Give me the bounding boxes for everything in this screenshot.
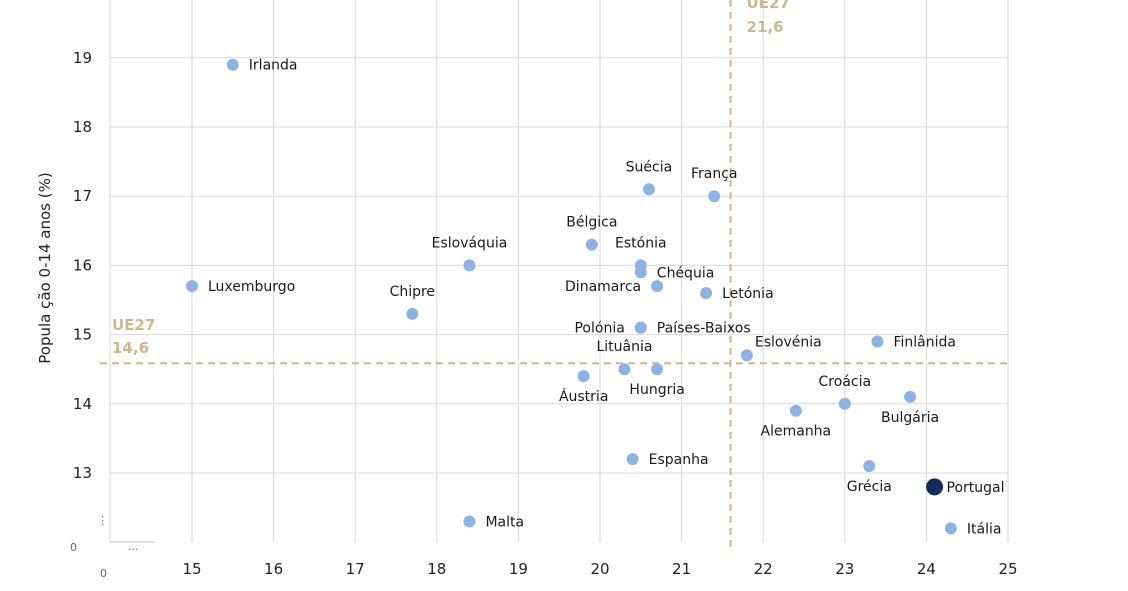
x-tick-label: 17	[346, 560, 365, 578]
point-label-alemanha: Alemanha	[761, 424, 832, 440]
y-tick-label: 13	[73, 464, 92, 482]
point-label-irlanda: Irlanda	[249, 58, 298, 74]
point-label-lituania: Lituânia	[596, 339, 652, 355]
stray-vertical-ellipsis: ⋮	[97, 514, 108, 527]
point-label-finlanida: Finlânida	[893, 335, 956, 351]
point-eslovaquia	[463, 259, 476, 272]
x-tick-label: 23	[835, 560, 854, 578]
stray-zero-left: 0	[70, 541, 77, 554]
point-franca	[708, 190, 721, 203]
reference-value-y: 14,6	[112, 339, 149, 357]
x-tick-label: 22	[754, 560, 773, 578]
point-letonia	[700, 287, 713, 300]
point-croacia	[838, 397, 851, 410]
point-alemanha	[789, 404, 802, 417]
point-finlanida	[871, 335, 884, 348]
x-tick-label: 21	[672, 560, 691, 578]
y-tick-label: 19	[73, 49, 92, 67]
grid-lines	[109, 0, 1009, 543]
point-label-eslovaquia: Eslováquia	[432, 235, 508, 251]
point-chequia	[634, 266, 647, 279]
point-portugal	[926, 478, 944, 496]
y-tick-label: 17	[73, 187, 92, 205]
reference-lines	[100, 0, 1008, 552]
reference-labels: UE27 21,6 UE27 14,6	[112, 0, 790, 357]
point-belgica	[585, 238, 598, 251]
point-irlanda	[226, 58, 239, 71]
point-italia	[944, 522, 957, 535]
point-paises-baixos	[634, 321, 647, 334]
x-tick-label: 15	[182, 560, 201, 578]
reference-label-x: UE27	[747, 0, 790, 12]
point-label-malta: Malta	[485, 514, 524, 530]
point-label-dinamarca: Dinamarca	[565, 279, 641, 295]
point-lituania	[618, 363, 631, 376]
point-label-grecia: Grécia	[847, 479, 892, 495]
point-label-eslovenia: Eslovénia	[755, 334, 822, 350]
point-label-croacia: Croácia	[819, 374, 872, 390]
point-label-austria: Áustria	[559, 388, 608, 405]
point-bulgaria	[904, 390, 917, 403]
point-label-chipre: Chipre	[390, 284, 436, 300]
data-points	[186, 58, 957, 535]
stray-zero-bottom: 0	[100, 567, 107, 580]
point-label-chequia: Chéquia	[657, 265, 715, 281]
stray-ellipsis: ...	[128, 540, 139, 553]
reference-label-y: UE27	[112, 316, 155, 334]
point-label-hungria: Hungria	[629, 382, 684, 398]
point-label-espanha: Espanha	[649, 452, 709, 468]
point-chipre	[406, 307, 419, 320]
point-label-portugal: Portugal	[947, 480, 1005, 496]
point-espanha	[626, 453, 639, 466]
point-label-luxemburgo: Luxemburgo	[208, 279, 295, 295]
x-tick-label: 18	[427, 560, 446, 578]
point-label-italia: Itália	[967, 521, 1002, 537]
point-austria	[577, 370, 590, 383]
point-label-estonia: Estónia	[615, 235, 667, 251]
point-hungria	[651, 363, 664, 376]
point-suecia	[642, 183, 655, 196]
point-label-belgica: Bélgica	[566, 215, 617, 231]
point-malta	[463, 515, 476, 528]
point-labels: Irlanda Luxemburgo Chipre Eslováquia Malta Bé…	[208, 58, 1005, 538]
y-tick-label: 14	[73, 395, 92, 413]
point-label-franca: França	[691, 166, 738, 182]
y-tick-label: 18	[73, 118, 92, 136]
x-tick-label: 16	[264, 560, 283, 578]
point-eslovenia	[740, 349, 753, 362]
point-label-paises-baixos: Países-Baixos	[657, 321, 751, 337]
point-label-letonia: Letónia	[722, 286, 774, 302]
point-luxemburgo	[186, 280, 198, 293]
x-tick-label: 20	[590, 560, 609, 578]
x-tick-label: 25	[998, 560, 1017, 578]
axis-ticks: 15 16 17 18 19 20 21 22 23 24 25 13 14 15 16 17 18 19	[73, 49, 1018, 578]
x-tick-label: 24	[917, 560, 936, 578]
reference-value-x: 21,6	[747, 18, 784, 36]
x-tick-label: 19	[509, 560, 528, 578]
point-dinamarca	[651, 280, 664, 293]
point-label-polonia: Polónia	[574, 321, 624, 337]
y-tick-label: 15	[73, 326, 92, 344]
point-grecia	[863, 460, 876, 473]
point-label-suecia: Suécia	[626, 159, 673, 175]
point-label-bulgaria: Bulgária	[881, 410, 939, 426]
y-axis-title: Popula ção 0-14 anos (%)	[36, 172, 54, 363]
y-tick-label: 16	[73, 256, 92, 274]
